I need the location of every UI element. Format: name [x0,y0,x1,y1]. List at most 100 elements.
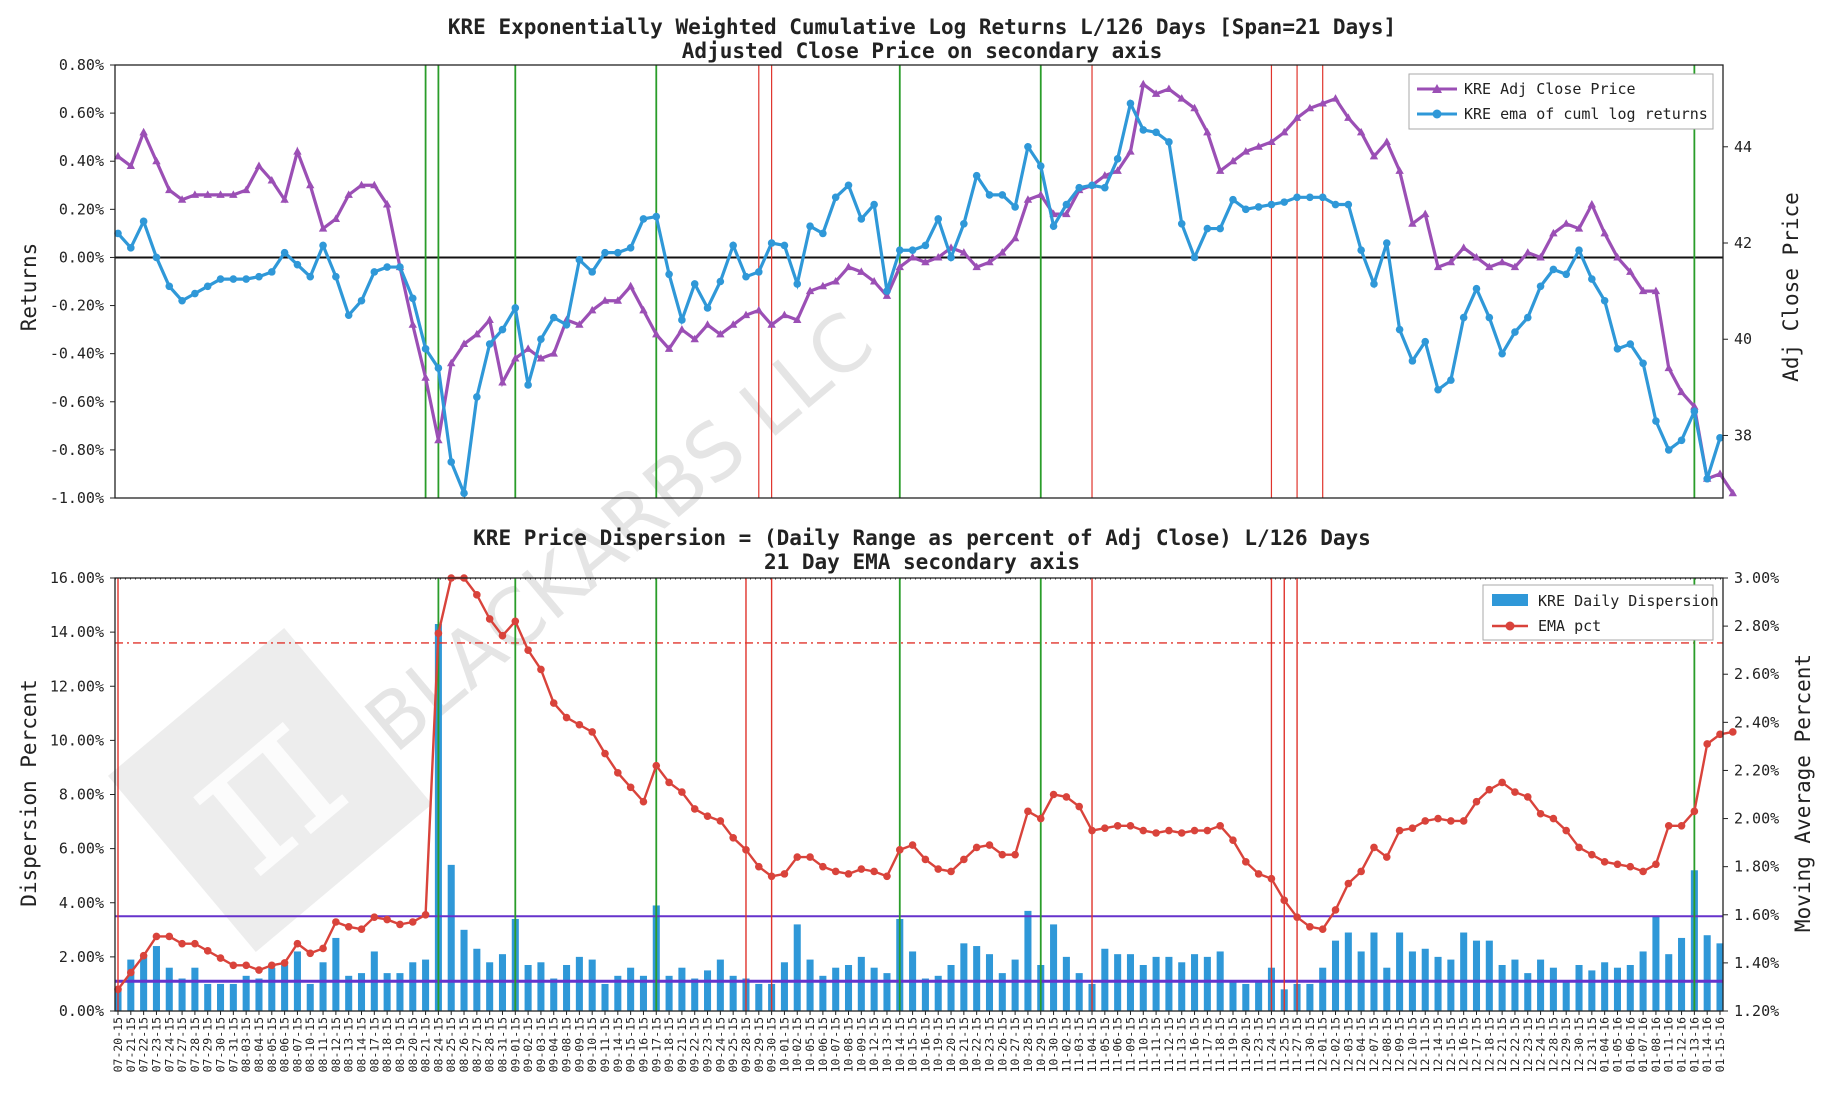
dispersion-bar [422,959,430,1011]
y2-tick-label: 40 [1734,330,1752,348]
ema-point [1498,778,1506,787]
y2-tick-label: 2.60% [1734,665,1779,683]
price-point [1177,94,1186,102]
returns-point [1613,345,1622,353]
dispersion-bar [1331,940,1340,1011]
y-tick-label: 4.00% [59,894,104,912]
price-point [754,305,763,314]
returns-point [1370,280,1378,288]
y-tick-label: -0.40% [50,345,104,363]
ema-point [780,870,789,878]
price-point [626,281,635,290]
price-point [639,305,648,314]
returns-point [870,200,878,209]
ema-point [1254,870,1263,878]
x-tick-label: 08-11-15 [316,1017,330,1072]
y2-tick-label: 2.20% [1734,761,1779,779]
price-point [1215,166,1225,174]
returns-point [921,241,930,250]
price-point [998,248,1007,256]
price-point [1587,200,1597,208]
ema-point [191,939,199,948]
returns-point [1049,222,1058,230]
ema-point [332,918,340,926]
returns-point [1242,205,1250,214]
ema-point [562,713,571,722]
price-point [844,262,853,271]
x-tick-label: 08-18-15 [380,1017,394,1072]
ema-point [178,939,186,948]
dispersion-bar [217,983,225,1011]
price-point [126,161,136,170]
price-point [677,325,687,333]
price-point [1344,113,1353,121]
ema-point [1126,821,1135,830]
dispersion-bar [319,962,327,1011]
price-point [498,378,507,386]
dispersion-bar [1344,932,1352,1011]
dispersion-bar [755,983,763,1011]
returns-point [1254,203,1263,211]
price-point [1203,127,1212,136]
dispersion-bar [704,970,712,1011]
ema-point [1523,793,1532,801]
returns-point [883,287,891,295]
y-tick-label: 8.00% [59,786,104,804]
x-tick-label: 12-29-15 [1559,1017,1573,1072]
dispersion-bar [729,975,737,1011]
x-tick-label: 08-10-15 [303,1017,317,1072]
chart-title: KRE Exponentially Weighted Cumulative Lo… [448,15,1396,39]
ema-point [383,915,391,924]
x-tick-label: 11-19-15 [1226,1017,1240,1072]
price-point [113,151,123,160]
x-tick-label: 10-19-15 [931,1017,945,1072]
x-tick-label: 10-09-15 [854,1017,868,1072]
returns-point [1588,275,1596,283]
x-tick-label: 12-07-15 [1367,1017,1381,1072]
returns-point [1395,325,1404,334]
dispersion-bar [998,973,1006,1011]
returns-point [729,241,737,250]
x-tick-label: 01-07-16 [1636,1017,1650,1072]
dispersion-bar [1306,983,1314,1011]
x-tick-label: 11-18-15 [1213,1017,1227,1072]
x-tick-label: 09-09-15 [572,1017,586,1072]
dispersion-bar [345,975,353,1011]
x-tick-label: 12-14-15 [1431,1017,1445,1072]
returns-point [1408,357,1417,365]
returns-point [1434,385,1442,394]
returns-point [831,193,840,202]
returns-point [947,253,955,262]
ema-point [473,591,481,599]
price-point [1126,147,1135,155]
price-point [318,224,328,232]
price-point [1626,267,1635,275]
returns-point [178,296,186,305]
price-point [1190,103,1199,112]
chart-title: KRE Price Dispersion = (Daily Range as p… [473,526,1371,550]
returns-point [960,219,968,228]
dispersion-bar [639,975,647,1011]
y-tick-label: 6.00% [59,840,104,858]
ema-point [114,985,122,994]
ema-point [229,961,238,970]
y2-tick-label: 2.00% [1734,810,1779,828]
legend-ema-label: EMA pct [1538,617,1601,635]
ema-point [1652,860,1660,869]
ema-point [819,862,827,871]
dispersion-bar [447,864,455,1011]
price-point [1100,171,1110,179]
ema-point [883,872,891,881]
dispersion-bar [1652,916,1660,1011]
returns-point [332,272,340,281]
returns-point [985,191,994,199]
ema-point [203,947,212,955]
price-point [152,156,161,165]
price-point [818,281,828,290]
dispersion-bar [1011,959,1019,1011]
x-tick-label: 08-25-15 [444,1017,458,1072]
returns-point [588,268,596,276]
returns-point [1447,376,1455,384]
returns-point [1152,128,1160,137]
dispersion-bar [1498,964,1506,1011]
